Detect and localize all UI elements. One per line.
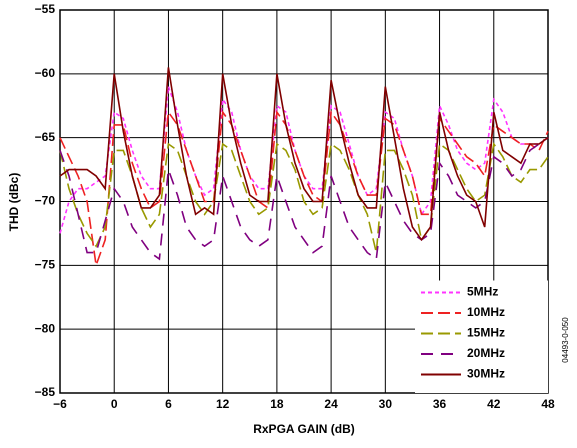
x-tick-label: 30 <box>379 397 393 411</box>
y-tick-label: −65 <box>35 130 56 144</box>
y-tick-label: −80 <box>35 321 56 335</box>
y-tick-label: −70 <box>35 194 56 208</box>
y-tick-label: −75 <box>35 258 56 272</box>
plot-frame <box>59 9 549 394</box>
x-tick-label: 0 <box>111 397 118 411</box>
x-tick-label: 36 <box>433 397 447 411</box>
y-tick-label: −55 <box>35 2 56 16</box>
legend-label: 10MHz <box>467 305 505 319</box>
series-line <box>59 109 549 266</box>
x-tick-label: 6 <box>165 397 172 411</box>
y-axis-label: THD (dBc) <box>7 173 21 232</box>
x-tick-label: 24 <box>324 397 338 411</box>
x-tick-label: 18 <box>270 397 284 411</box>
x-tick-label: 42 <box>487 397 501 411</box>
series-line <box>59 137 549 261</box>
series-line <box>59 86 549 234</box>
x-tick-label: 48 <box>541 397 555 411</box>
legend-label: 15MHz <box>467 326 505 340</box>
y-tick-label: −85 <box>35 385 56 399</box>
y-tick-label: −60 <box>35 66 56 80</box>
x-tick-label: −6 <box>53 397 67 411</box>
legend-label: 20MHz <box>467 346 505 360</box>
legend-label: 30MHz <box>467 367 505 381</box>
x-axis-label: RxPGA GAIN (dB) <box>253 422 355 436</box>
figure-id: 04493-0-050 <box>561 317 570 363</box>
series-line <box>59 67 549 242</box>
legend-label: 5MHz <box>467 285 498 299</box>
x-tick-label: 12 <box>216 397 230 411</box>
series-line <box>59 141 549 253</box>
